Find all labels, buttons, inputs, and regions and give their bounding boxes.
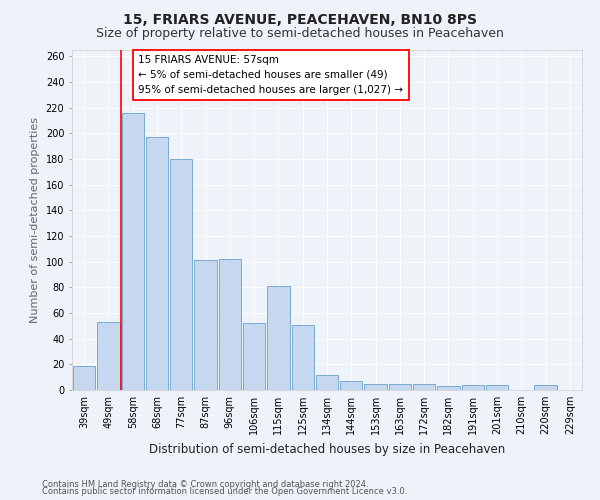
Bar	[486, 385, 508, 390]
Bar	[413, 384, 436, 390]
Text: Contains public sector information licensed under the Open Government Licence v3: Contains public sector information licen…	[42, 487, 407, 496]
Bar	[292, 324, 314, 390]
Bar	[170, 159, 193, 390]
Bar	[122, 113, 144, 390]
Bar	[437, 386, 460, 390]
Bar	[194, 260, 217, 390]
Bar	[461, 385, 484, 390]
Bar	[146, 137, 168, 390]
X-axis label: Distribution of semi-detached houses by size in Peacehaven: Distribution of semi-detached houses by …	[149, 442, 505, 456]
Y-axis label: Number of semi-detached properties: Number of semi-detached properties	[30, 117, 40, 323]
Bar	[243, 324, 265, 390]
Bar	[267, 286, 290, 390]
Text: Size of property relative to semi-detached houses in Peacehaven: Size of property relative to semi-detach…	[96, 28, 504, 40]
Bar	[218, 259, 241, 390]
Bar	[364, 384, 387, 390]
Bar	[389, 384, 411, 390]
Text: Contains HM Land Registry data © Crown copyright and database right 2024.: Contains HM Land Registry data © Crown c…	[42, 480, 368, 489]
Bar	[73, 366, 95, 390]
Bar	[340, 381, 362, 390]
Bar	[535, 385, 557, 390]
Text: 15, FRIARS AVENUE, PEACEHAVEN, BN10 8PS: 15, FRIARS AVENUE, PEACEHAVEN, BN10 8PS	[123, 12, 477, 26]
Bar	[316, 374, 338, 390]
Text: 15 FRIARS AVENUE: 57sqm
← 5% of semi-detached houses are smaller (49)
95% of sem: 15 FRIARS AVENUE: 57sqm ← 5% of semi-det…	[139, 55, 403, 94]
Bar	[97, 322, 119, 390]
